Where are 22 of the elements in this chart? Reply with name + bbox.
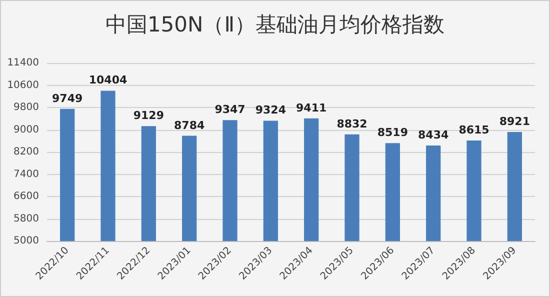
data-label: 9324 [255, 104, 286, 117]
y-tick-label: 5800 [14, 213, 39, 224]
y-tick-label: 6600 [14, 191, 39, 202]
data-label: 8921 [499, 114, 530, 128]
y-tick-label: 9000 [14, 124, 39, 136]
data-label: 9411 [296, 101, 327, 114]
y-tick-label: 7400 [14, 168, 39, 180]
y-tick-label: 11400 [7, 58, 39, 68]
y-tick-label: 10600 [7, 80, 39, 91]
y-tick-label: 8200 [14, 146, 39, 158]
data-label: 9129 [133, 109, 164, 122]
data-label: 9347 [214, 103, 246, 116]
y-tick-label: 9800 [14, 102, 39, 113]
data-label: 8519 [377, 126, 408, 140]
y-tick-label: 5000 [14, 236, 39, 246]
data-label: 9749 [52, 92, 83, 105]
chart-title: 中国150N（Ⅱ）基础油月均价格指数 [105, 12, 445, 36]
data-label: 8434 [418, 128, 449, 142]
data-label: 10404 [88, 74, 128, 87]
data-label: 8784 [174, 118, 205, 132]
data-label: 8615 [458, 123, 490, 136]
data-label: 8832 [336, 117, 368, 130]
